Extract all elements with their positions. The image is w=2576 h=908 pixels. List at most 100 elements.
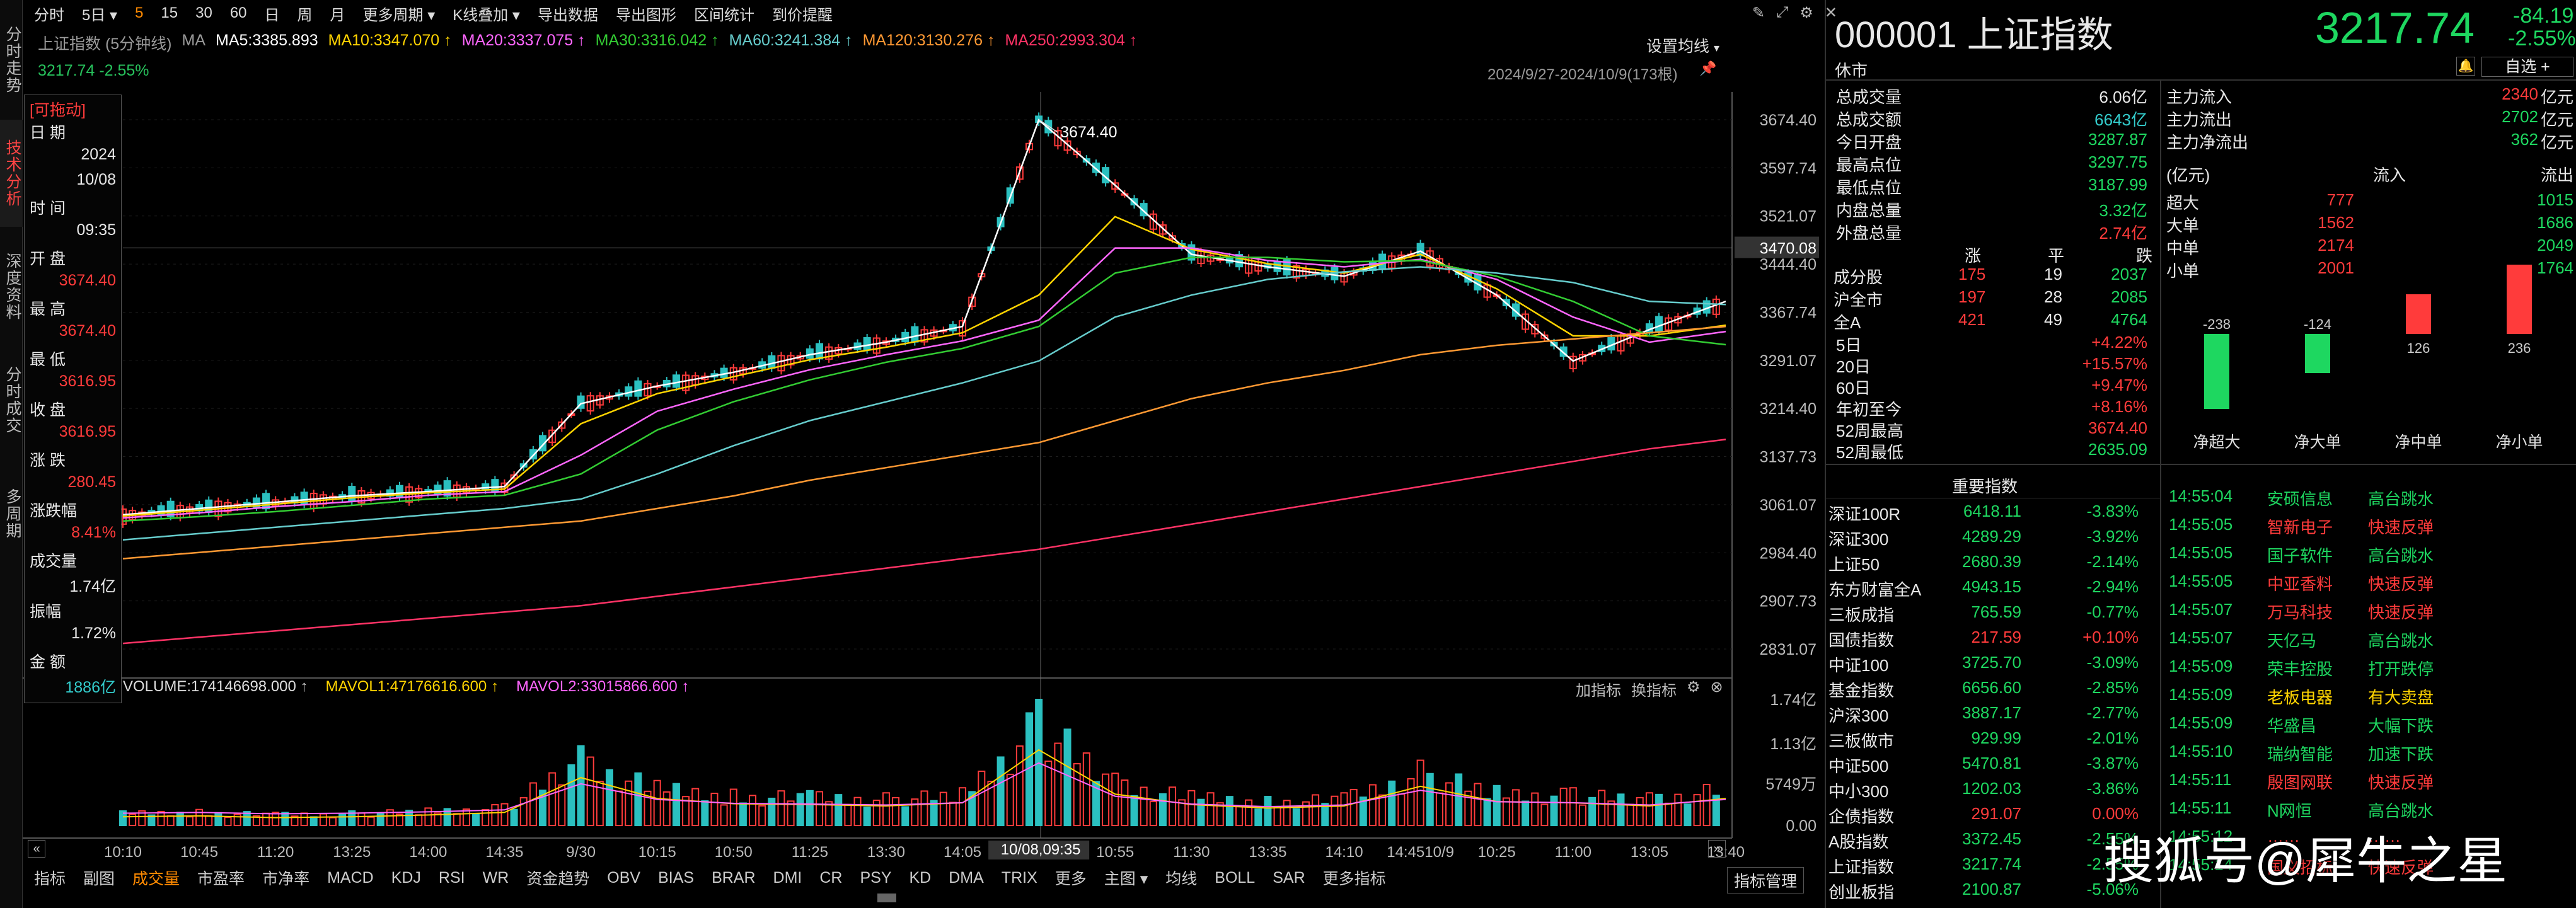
toolbar-item-3[interactable]: 15 [161, 4, 178, 21]
edit-icon[interactable]: ✎ [1752, 4, 1765, 21]
switch-indicator-button[interactable]: 换指标 [1631, 682, 1677, 699]
alert-row[interactable]: 14:55:07 万马科技 快速反弹 [2166, 600, 2570, 623]
indicator-tab-2[interactable]: 成交量 [132, 870, 180, 888]
toolbar-item-4[interactable]: 30 [195, 4, 212, 21]
toolbar-item-1[interactable]: 5日 ▾ [82, 6, 118, 24]
alert-row[interactable]: 14:55:09 华盛昌 大幅下跌 [2166, 713, 2570, 736]
indicator-tab-3[interactable]: 市盈率 [197, 870, 245, 888]
alert-row[interactable]: 14:55:11 殷图网联 快速反弹 [2166, 770, 2570, 793]
scroll-left-button[interactable]: « [28, 840, 45, 858]
add-self-select-button[interactable]: 自选 + [2481, 57, 2573, 77]
indicator-tab-5[interactable]: MACD [327, 868, 374, 887]
toolbar-item-5[interactable]: 60 [229, 4, 247, 21]
indicator-tab-24[interactable]: 更多指标 [1322, 870, 1386, 888]
indicator-tab-19[interactable]: 更多 [1054, 870, 1087, 888]
indicator-tab-17[interactable]: DMA [949, 868, 984, 887]
alert-row[interactable]: 14:55:05 中亚香料 快速反弹 [2166, 572, 2570, 594]
index-row[interactable]: 创业板指 2100.87 -5.06% [1826, 880, 2147, 902]
alert-row[interactable]: 14:55:11 N网恒 高台跳水 [2166, 798, 2570, 821]
index-row[interactable]: 企债指数 291.07 0.00% [1826, 804, 2147, 827]
index-row[interactable]: 深证300 4289.29 -3.92% [1826, 527, 2147, 549]
alert-row[interactable]: 14:55:14 国义招标 快速反弹 [2166, 855, 2570, 878]
toolbar-item-0[interactable]: 分时 [34, 6, 64, 24]
stat-value-5: 3.32亿 [2099, 201, 2147, 220]
info-box-title[interactable]: [可拖动] [30, 101, 86, 119]
info-box[interactable]: [可拖动] 日 期 2024 10/08 时 间 09:35 开 盘 3674.40 最 高 3… [24, 95, 122, 703]
index-row[interactable]: 上证指数 3217.74 -2.55% [1826, 854, 2147, 877]
indicator-tab-8[interactable]: WR [482, 868, 509, 887]
indicator-manage-button[interactable]: 指标管理 [1727, 867, 1805, 894]
indicator-tab-20[interactable]: 主图 ▾ [1104, 870, 1148, 888]
toolbar-item-14[interactable]: 到价提醒 [771, 6, 833, 24]
toolbar-item-8[interactable]: 月 [330, 6, 345, 24]
vtab-4[interactable]: 多周期 [4, 488, 21, 539]
toolbar-item-10[interactable]: K线叠加 ▾ [453, 6, 520, 24]
pin-icon[interactable]: 📌 [1699, 60, 1717, 76]
indicator-tab-18[interactable]: TRIX [1001, 868, 1037, 887]
indicator-tab-22[interactable]: BOLL [1215, 868, 1256, 887]
settings-ma-button[interactable]: 设置均线 ▾ [1646, 34, 1719, 57]
alert-row[interactable]: 14:55:05 国子软件 高台跳水 [2166, 543, 2570, 566]
settings-icon[interactable]: ⚙ [1687, 679, 1701, 696]
alert-row[interactable]: 14:55:04 安硕信息 高台跳水 [2166, 486, 2570, 509]
bell-icon[interactable]: 🔔 [2456, 57, 2475, 76]
index-name: 中小300 [1828, 782, 1889, 801]
toolbar-item-2[interactable]: 5 [135, 4, 144, 21]
vtab-1[interactable]: 技术分析 [0, 120, 23, 227]
ma-legend: 上证指数 (5分钟线) MA MA5:3385.893 MA10:3347.070… [38, 32, 1137, 54]
index-row[interactable]: 国债指数 217.59 +0.10% [1826, 628, 2147, 650]
indicator-tab-23[interactable]: SAR [1273, 868, 1305, 887]
index-row[interactable]: 中小300 1202.03 -3.86% [1826, 779, 2147, 802]
toolbar-item-9[interactable]: 更多周期 ▾ [362, 6, 436, 24]
scroll-right-button[interactable]: » [1708, 840, 1726, 858]
index-row[interactable]: 沪深300 3887.17 -2.77% [1826, 703, 2147, 726]
indicator-tab-1[interactable]: 副图 [83, 870, 115, 888]
index-row[interactable]: 三板成指 765.59 -0.77% [1826, 602, 2147, 625]
kline-chart[interactable]: 3674.40 3597.74 3521.07 3444.40 3367.74 3291.… [0, 0, 1822, 863]
alert-row[interactable]: 14:55:09 荣丰控股 打开跌停 [2166, 657, 2570, 679]
indicator-tab-11[interactable]: BIAS [658, 868, 695, 887]
indicator-tab-21[interactable]: 均线 [1165, 870, 1198, 888]
alert-row[interactable]: 14:55:07 天亿马 高台跳水 [2166, 628, 2570, 651]
index-row[interactable]: 基金指数 6656.60 -2.85% [1826, 678, 2147, 701]
indicator-tab-0[interactable]: 指标 [34, 870, 66, 888]
index-row[interactable]: 三板做市 929.99 -2.01% [1826, 728, 2147, 751]
alert-row[interactable]: 14:55:09 老板电器 有大卖盘 [2166, 685, 2570, 708]
expand-icon[interactable]: ⤢ [1776, 4, 1789, 21]
vtab-0[interactable]: 分时走势 [4, 26, 21, 94]
indicator-tab-14[interactable]: CR [819, 868, 843, 887]
indicator-tab-6[interactable]: KDJ [391, 868, 421, 887]
indicator-tab-12[interactable]: BRAR [712, 868, 756, 887]
vtab-3[interactable]: 分时成交 [4, 366, 21, 434]
toolbar-item-7[interactable]: 周 [297, 6, 313, 24]
index-row[interactable]: 上证50 2680.39 -2.14% [1826, 552, 2147, 575]
indicator-tab-13[interactable]: DMI [773, 868, 802, 887]
close-icon[interactable]: ⊗ [1710, 679, 1723, 696]
alert-row[interactable]: 14:55:12 …… …… [2166, 827, 2570, 849]
toolbar-item-13[interactable]: 区间统计 [693, 6, 754, 24]
volume-bar [672, 783, 680, 826]
vtab-2[interactable]: 深度资料 [4, 253, 21, 321]
toolbar-item-6[interactable]: 日 [264, 6, 280, 24]
add-indicator-button[interactable]: 加指标 [1576, 682, 1621, 699]
indicator-tab-7[interactable]: RSI [438, 868, 465, 887]
index-row[interactable]: A股指数 3372.45 -2.55% [1826, 829, 2147, 852]
index-row[interactable]: 深证100R 6418.11 -3.83% [1826, 502, 2147, 524]
indicator-tab-15[interactable]: PSY [860, 868, 892, 887]
alert-row[interactable]: 14:55:10 瑞纳智能 加速下跌 [2166, 742, 2570, 764]
alert-row[interactable]: 14:55:05 智新电子 快速反弹 [2166, 515, 2570, 537]
index-row[interactable]: 中证100 3725.70 -3.09% [1826, 653, 2147, 675]
toolbar-item-12[interactable]: 导出图形 [615, 6, 676, 24]
indicator-tab-10[interactable]: OBV [607, 868, 641, 887]
indicator-tab-16[interactable]: KD [909, 868, 932, 887]
indicator-tab-4[interactable]: 市净率 [262, 870, 310, 888]
settings-icon[interactable]: ⚙ [1799, 4, 1813, 21]
scroll-handle[interactable] [877, 894, 896, 902]
index-row[interactable]: 东方财富全A 4943.15 -2.94% [1826, 577, 2147, 600]
ma-label[interactable]: MA [182, 32, 206, 49]
ma-value-4: MA60:3241.384 ↑ [729, 32, 853, 49]
index-row[interactable]: 中证500 5470.81 -3.87% [1826, 754, 2147, 776]
toolbar-item-11[interactable]: 导出数据 [537, 6, 598, 24]
indicator-tab-9[interactable]: 资金趋势 [526, 870, 590, 888]
close-icon[interactable]: ✕ [1824, 4, 1837, 21]
